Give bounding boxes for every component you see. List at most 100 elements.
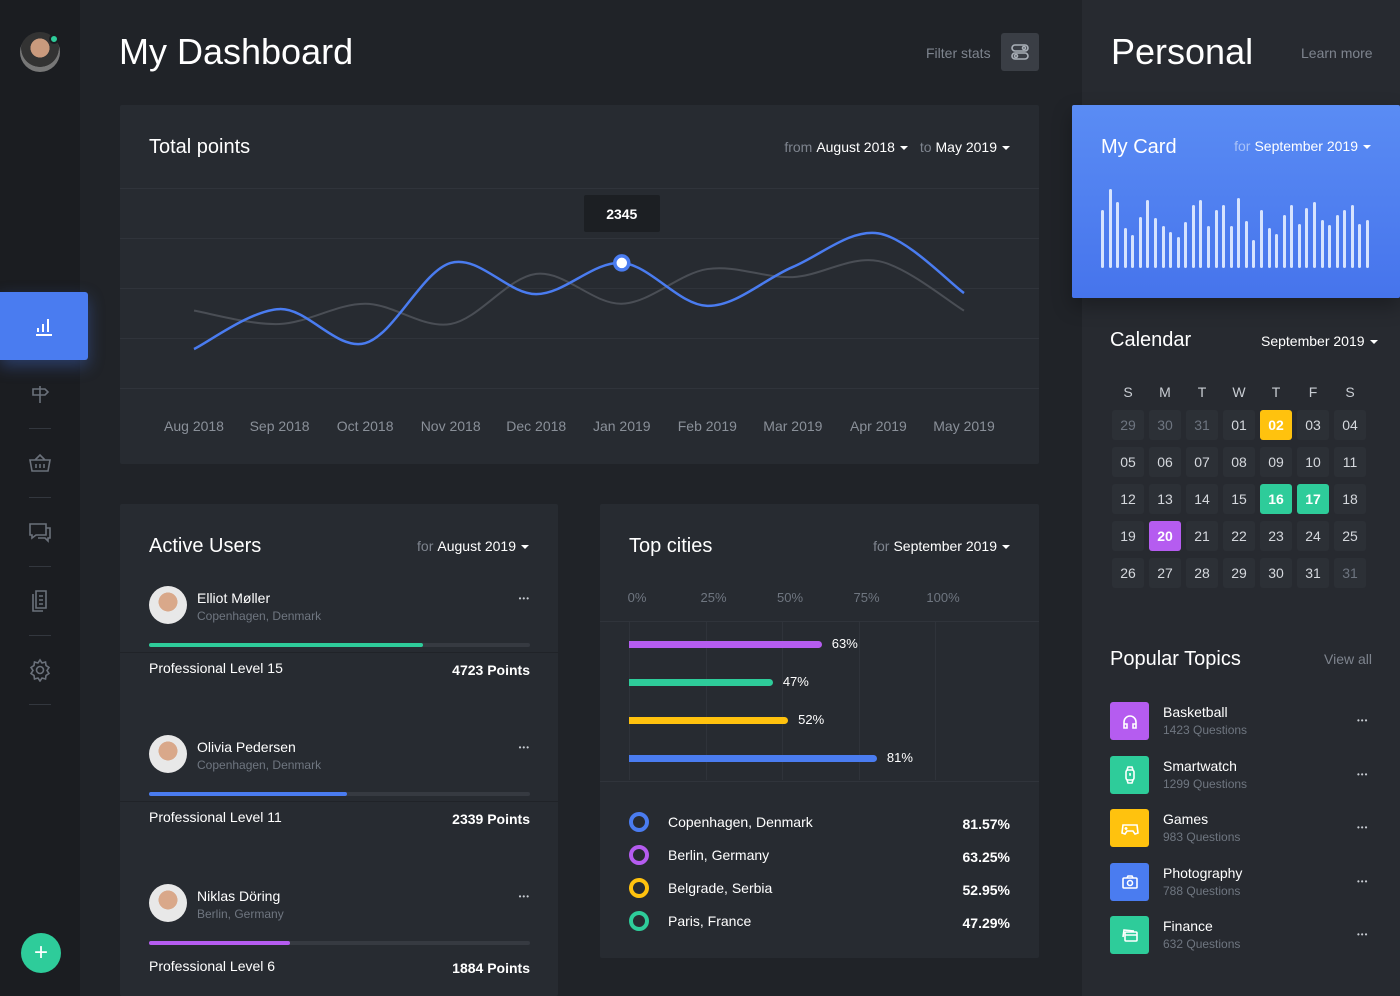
from-value[interactable]: August 2018 [816,139,895,155]
to-value[interactable]: May 2019 [935,139,997,155]
calendar-day[interactable]: 15 [1223,484,1255,514]
calendar-day[interactable]: 05 [1112,447,1144,477]
calendar-day-highlighted[interactable]: 20 [1149,521,1181,551]
calendar-day[interactable]: 29 [1112,410,1144,440]
calendar-day-highlighted[interactable]: 17 [1297,484,1329,514]
calendar-day[interactable]: 24 [1297,521,1329,551]
weekday-label: F [1308,384,1318,400]
calendar-day[interactable]: 29 [1223,558,1255,588]
calendar-day[interactable]: 27 [1149,558,1181,588]
topic-icon-tile [1110,755,1149,794]
documents-icon [32,590,47,612]
calendar-day[interactable]: 09 [1260,447,1292,477]
calendar-day-highlighted[interactable]: 16 [1260,484,1292,514]
card-bar [1320,220,1324,268]
calendar-day[interactable]: 08 [1223,447,1255,477]
calendar-day[interactable]: 21 [1186,521,1218,551]
topic-name[interactable]: Basketball [1163,704,1228,720]
nav-documents[interactable] [0,567,80,635]
card-title: Active Users [149,535,262,557]
calendar-day[interactable]: 11 [1334,447,1366,477]
calendar-day[interactable]: 18 [1334,484,1366,514]
view-all-link[interactable]: View all [1324,651,1372,667]
calendar-day[interactable]: 31 [1297,558,1329,588]
more-options-icon[interactable]: ••• [518,892,530,901]
topic-name[interactable]: Smartwatch [1163,757,1237,774]
learn-more-link[interactable]: Learn more [1301,45,1373,61]
user-row[interactable]: Elliot Møller Copenhagen, Denmark ••• Profe… [120,504,558,678]
weekday-label: S [1123,384,1133,400]
calendar-day[interactable]: 26 [1112,558,1144,588]
calendar-day[interactable]: 14 [1186,484,1218,514]
city-bar[interactable] [629,679,773,686]
period-selector[interactable]: for September 2019 [873,538,1010,554]
user-row[interactable]: Niklas Döring Berlin, Germany ••• Professio… [120,802,558,976]
card-bar [1222,204,1226,268]
user-row[interactable]: Olivia Pedersen Copenhagen, Denmark ••• Pro… [120,653,558,827]
card-bar [1229,225,1233,268]
calendar-day[interactable]: 07 [1186,447,1218,477]
more-options-icon[interactable]: ••• [1357,823,1369,832]
x-tick-label: Mar 2019 [763,418,823,434]
topic-name[interactable]: Photography [1163,864,1243,881]
caret-down-icon [1002,146,1010,151]
highlight-point[interactable] [613,254,631,272]
calendar-day[interactable]: 30 [1260,558,1292,588]
city-bar[interactable] [629,755,877,762]
calendar-month-selector[interactable]: September 2019 [1261,333,1378,349]
calendar-day[interactable]: 25 [1334,521,1366,551]
add-button[interactable]: + [21,933,61,973]
card-bar [1282,215,1286,268]
calendar-day[interactable]: 04 [1334,410,1366,440]
topic-name[interactable]: Finance [1163,918,1213,934]
calendar-day[interactable]: 03 [1297,410,1329,440]
calendar-day[interactable]: 19 [1112,521,1144,551]
card-bar [1153,218,1157,268]
more-options-icon[interactable]: ••• [1357,930,1369,939]
more-options-icon[interactable]: ••• [1357,876,1369,886]
calendar-day[interactable]: 31 [1186,410,1218,440]
filter-stats-label[interactable]: Filter stats [926,45,991,61]
more-options-icon[interactable]: ••• [1357,716,1369,725]
nav-stats[interactable] [0,292,88,360]
series-line-secondary [193,259,965,326]
calendar-day-highlighted[interactable]: 02 [1260,410,1292,440]
online-status-dot [49,34,59,44]
more-options-icon[interactable]: ••• [518,594,530,603]
city-bar[interactable] [629,717,789,724]
user-points: 4723 Points [452,662,530,678]
calendar-day[interactable]: 30 [1149,410,1181,440]
calendar-day[interactable]: 06 [1149,447,1181,477]
card-bar [1184,221,1188,268]
more-options-icon[interactable]: ••• [1357,769,1369,779]
period-selector[interactable]: for August 2019 [417,538,529,554]
calendar-day[interactable]: 28 [1186,558,1218,588]
user-avatar [149,735,187,773]
calendar-day[interactable]: 22 [1223,521,1255,551]
nav-directions[interactable] [0,360,80,428]
my-card[interactable]: My Card for September 2019 [1072,105,1400,298]
nav-messages[interactable] [0,498,80,566]
topic-name[interactable]: Games [1163,811,1209,827]
divider [29,497,51,498]
nav-settings[interactable] [0,636,80,704]
calendar-day[interactable]: 31 [1334,558,1366,588]
more-options-icon[interactable]: ••• [518,743,530,752]
date-range-selector[interactable]: from August 2018 to May 2019 [784,139,1010,155]
card-bar [1328,224,1332,268]
progress-fill [149,643,424,647]
topic-question-count: 1423 Questions [1163,723,1248,737]
line-chart [193,231,965,351]
calendar-day[interactable]: 10 [1297,447,1329,477]
for-label: for [1234,138,1251,154]
calendar-day[interactable]: 12 [1112,484,1144,514]
calendar-day[interactable]: 01 [1223,410,1255,440]
user-location: Copenhagen, Denmark [197,758,322,772]
period-value: September 2019 [1261,333,1365,349]
city-bar[interactable] [629,641,822,648]
period-selector[interactable]: for September 2019 [1234,138,1371,154]
nav-shop[interactable] [0,429,80,497]
calendar-day[interactable]: 23 [1260,521,1292,551]
calendar-day[interactable]: 13 [1149,484,1181,514]
filter-stats-button[interactable] [1001,33,1039,71]
